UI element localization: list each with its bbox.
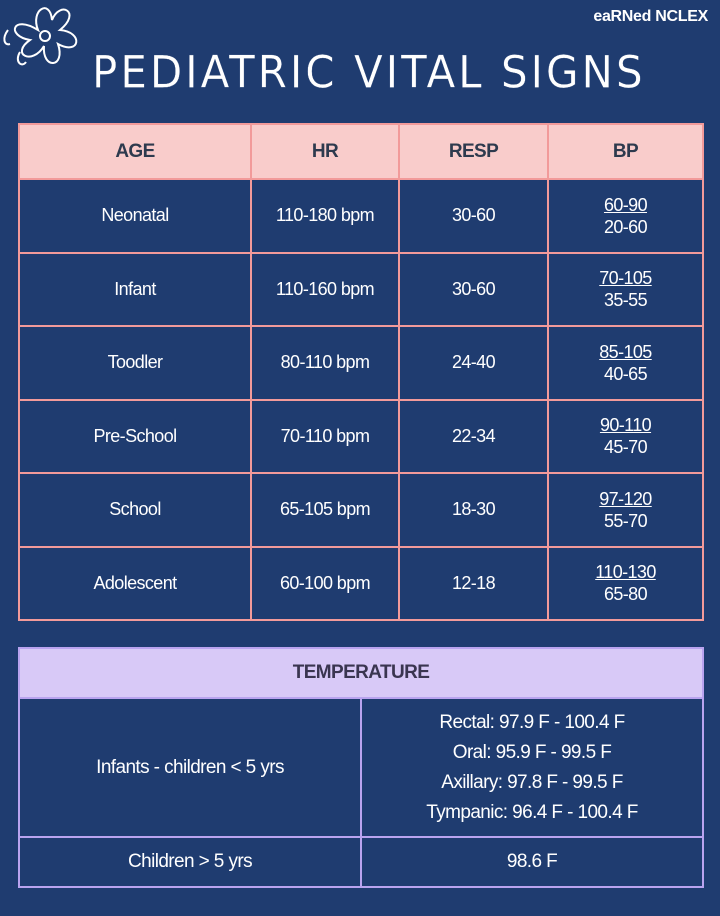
temperature-value: Rectal: 97.9 F - 100.4 F: [439, 711, 625, 733]
vitals-table: AGE HR RESP BP Neonatal 110-180 bpm 30-60 60-9…: [18, 123, 704, 621]
table-row: School 65-105 bpm 18-30 97-120 55-70: [18, 472, 704, 548]
table-row: Pre-School 70-110 bpm 22-34 90-110 45-70: [18, 398, 704, 474]
brand: eaRNed NCLEX: [593, 8, 708, 25]
diastolic: 55-70: [603, 510, 648, 531]
column-header: RESP: [398, 123, 549, 180]
bp-cell: 70-105 35-55: [547, 251, 704, 327]
resp-cell: 24-40: [398, 325, 549, 401]
column-header: AGE: [18, 123, 252, 180]
systolic: 85-105: [599, 341, 652, 362]
age-cell: Toodler: [18, 325, 252, 401]
resp-cell: 18-30: [398, 472, 549, 548]
temperature-value: Oral: 95.9 F - 99.5 F: [452, 741, 612, 763]
diastolic: 40-65: [603, 363, 648, 384]
diastolic: 45-70: [603, 437, 648, 458]
hr-cell: 60-100 bpm: [250, 545, 400, 621]
bp-cell: 85-105 40-65: [547, 325, 704, 401]
bp-cell: 97-120 55-70: [547, 472, 704, 548]
temperature-values: 98.6 F: [359, 836, 705, 888]
hr-cell: 110-160 bpm: [250, 251, 400, 327]
column-header: BP: [547, 123, 704, 180]
bp-cell: 60-90 20-60: [547, 178, 704, 254]
age-cell: Infant: [18, 251, 252, 327]
table-row: Neonatal 110-180 bpm 30-60 60-90 20-60: [18, 178, 704, 254]
systolic: 110-130: [595, 562, 656, 583]
systolic: 90-110: [599, 415, 652, 436]
hr-cell: 65-105 bpm: [250, 472, 400, 548]
resp-cell: 12-18: [398, 545, 549, 621]
temperature-table: TEMPERATURE Infants - children < 5 yrs Re…: [17, 647, 705, 888]
bp-cell: 90-110 45-70: [547, 398, 704, 474]
resp-cell: 22-34: [398, 398, 549, 474]
table-row: Infants - children < 5 yrs Rectal: 97.9 F…: [18, 697, 705, 838]
systolic: 97-120: [599, 488, 652, 509]
table-row: Infant 110-160 bpm 30-60 70-105 35-55: [18, 251, 704, 327]
temperature-value: 98.6 F: [506, 851, 558, 872]
header-row: TEMPERATURE: [17, 647, 705, 699]
flower-icon: [3, 7, 78, 66]
bp-cell: 110-130 65-80: [547, 545, 704, 621]
table-row: Adolescent 60-100 bpm 12-18 110-130 65-80: [18, 545, 704, 621]
temperature-value: Axillary: 97.8 F - 99.5 F: [441, 771, 623, 793]
diastolic: 20-60: [603, 216, 648, 237]
diastolic: 35-55: [603, 290, 648, 311]
page-title: PEDIATRIC VITAL SIGNS: [92, 46, 646, 99]
resp-cell: 30-60: [398, 178, 549, 254]
temperature-values: Rectal: 97.9 F - 100.4 F Oral: 95.9 F - 9…: [359, 697, 705, 838]
header-row: AGE HR RESP BP: [18, 123, 704, 180]
temperature-title: TEMPERATURE: [17, 647, 705, 699]
group-cell: Infants - children < 5 yrs: [18, 697, 362, 838]
table-row: Children > 5 yrs 98.6 F: [18, 836, 705, 888]
table-row: Toodler 80-110 bpm 24-40 85-105 40-65: [18, 325, 704, 401]
systolic: 60-90: [603, 194, 648, 215]
age-cell: Pre-School: [18, 398, 252, 474]
systolic: 70-105: [599, 268, 652, 289]
age-cell: School: [18, 472, 252, 548]
age-cell: Neonatal: [18, 178, 252, 254]
hr-cell: 80-110 bpm: [250, 325, 400, 401]
age-cell: Adolescent: [18, 545, 252, 621]
column-header: HR: [250, 123, 400, 180]
hr-cell: 110-180 bpm: [250, 178, 400, 254]
resp-cell: 30-60: [398, 251, 549, 327]
temperature-value: Tympanic: 96.4 F - 100.4 F: [426, 801, 638, 823]
diastolic: 65-80: [603, 584, 648, 605]
group-cell: Children > 5 yrs: [18, 836, 362, 888]
hr-cell: 70-110 bpm: [250, 398, 400, 474]
